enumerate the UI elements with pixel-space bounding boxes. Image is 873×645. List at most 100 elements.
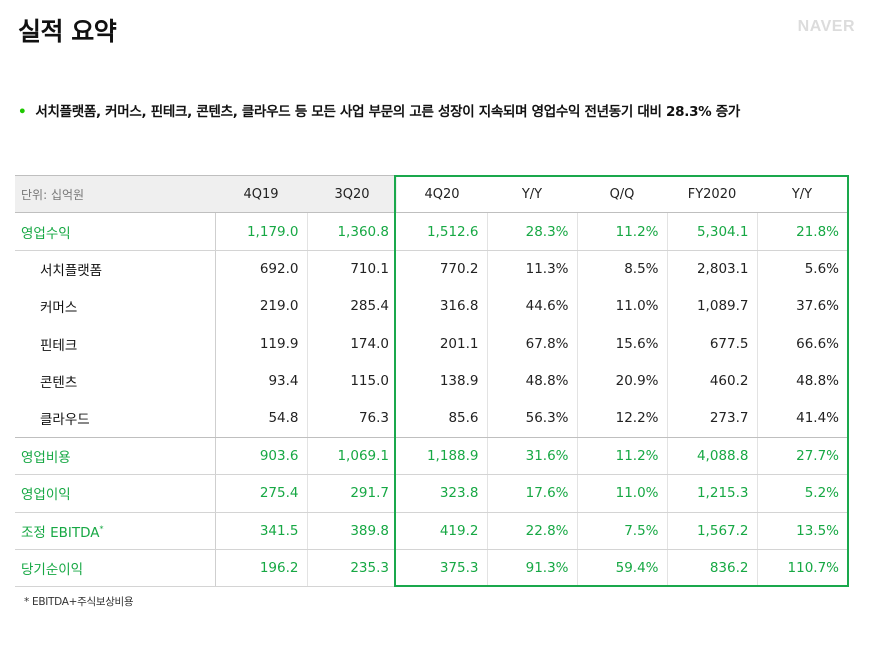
cell-fy-yy: 41.4% xyxy=(756,399,847,438)
cell-qq: 20.9% xyxy=(576,362,667,400)
cell-4q19: 219.0 xyxy=(214,287,307,326)
row-label: 콘텐츠 xyxy=(40,375,78,392)
cell-3q20: 115.0 xyxy=(306,362,397,400)
cell-3q20: 1,069.1 xyxy=(306,437,397,476)
cell-fy2020: 4,088.8 xyxy=(666,437,757,476)
row-label: 클라우드 xyxy=(15,399,215,438)
cell-3q20: 174.0 xyxy=(306,325,397,363)
col-header-fy2020: FY2020 xyxy=(667,174,757,214)
table-header-row: 단위: 십억원 4Q19 3Q20 4Q20 Y/Y Q/Q FY2020 Y/… xyxy=(15,174,847,214)
cell-yy: 56.3% xyxy=(486,399,577,438)
cell-4q19: 903.6 xyxy=(214,437,307,476)
cell-yy: 91.3% xyxy=(486,549,577,588)
cell-fy2020: 5,304.1 xyxy=(666,212,757,251)
cell-fy2020: 677.5 xyxy=(666,325,757,363)
row-label: 커머스 xyxy=(40,300,78,317)
cell-fy-yy: 21.8% xyxy=(756,212,847,251)
summary-bullet: • 서치플랫폼, 커머스, 핀테크, 콘텐츠, 클라우드 등 모든 사업 부문의 … xyxy=(18,100,740,120)
cell-4q20: 770.2 xyxy=(439,261,479,278)
cell-fy2020: 2,803.1 xyxy=(666,250,757,288)
cell-4q20: 201.1 xyxy=(439,335,479,352)
table-row-adjusted-ebitda: 조정 EBITDA* 341.5 389.8 419.2 22.8% 7.5% … xyxy=(15,512,847,550)
cell-fy-yy: 110.7% xyxy=(756,549,847,588)
footnote-marker: * xyxy=(99,524,104,534)
row-label-text: 조정 EBITDA xyxy=(21,524,100,541)
unit-label: 단위: 십억원 xyxy=(15,174,215,214)
cell-4q20: 138.9 xyxy=(439,373,479,390)
row-label: 핀테크 xyxy=(40,337,78,354)
cell-fy2020: 1,089.7 xyxy=(666,287,757,326)
cell-yy: 44.6% xyxy=(486,287,577,326)
cell-fy-yy: 5.2% xyxy=(756,474,847,513)
table-row-search-platform: 서치플랫폼 692.0 710.1 770.2 11.3% 8.5% 2,803… xyxy=(15,250,847,288)
page-title: 실적 요약 xyxy=(18,17,117,46)
col-header-3q20: 3Q20 xyxy=(307,174,397,214)
cell-qq: 15.6% xyxy=(576,325,667,363)
cell-3q20: 389.8 xyxy=(306,512,397,550)
cell-fy-yy: 48.8% xyxy=(756,362,847,400)
cell-4q20: 375.3 xyxy=(397,549,487,588)
table-row-operating-revenue: 영업수익 1,179.0 1,360.8 1,512.6 28.3% 11.2%… xyxy=(15,212,847,251)
cell-fy-yy: 27.7% xyxy=(756,437,847,476)
cell-fy-yy: 66.6% xyxy=(756,325,847,363)
cell-yy: 11.3% xyxy=(486,250,577,288)
col-header-yy: Y/Y xyxy=(487,174,577,214)
cell-3q20: 235.3 xyxy=(306,549,397,588)
cell-4q20: 1,188.9 xyxy=(397,437,487,476)
cell-4q19: 341.5 xyxy=(214,512,307,550)
cell-4q20: 85.6 xyxy=(397,399,487,438)
row-label: 서치플랫폼 xyxy=(40,263,103,280)
cell-4q20: 323.8 xyxy=(397,474,487,513)
cell-3q20: 291.7 xyxy=(306,474,397,513)
row-label: 조정 EBITDA* xyxy=(15,512,215,550)
cell-qq: 11.2% xyxy=(576,437,667,476)
table-row-cloud: 클라우드 54.8 76.3 85.6 56.3% 12.2% 273.7 41… xyxy=(15,399,847,438)
row-label: 영업비용 xyxy=(15,437,215,476)
cell-qq: 8.5% xyxy=(576,250,667,288)
cell-4q19: 54.8 xyxy=(214,399,307,438)
cell-fy2020: 1,567.2 xyxy=(666,512,757,550)
row-label: 영업이익 xyxy=(15,474,215,513)
cell-fy2020: 273.7 xyxy=(666,399,757,438)
cell-fy2020: 460.2 xyxy=(666,362,757,400)
cell-3q20: 285.4 xyxy=(306,287,397,326)
naver-logo: NAVER xyxy=(797,18,855,35)
cell-yy: 31.6% xyxy=(486,437,577,476)
cell-yy: 48.8% xyxy=(486,362,577,400)
footnote: * EBITDA+주식보상비용 xyxy=(24,596,134,608)
cell-3q20: 710.1 xyxy=(306,250,397,288)
summary-text: 서치플랫폼, 커머스, 핀테크, 콘텐츠, 클라우드 등 모든 사업 부문의 고… xyxy=(35,104,741,120)
table-row-commerce: 커머스 219.0 285.4 316.8 44.6% 11.0% 1,089.… xyxy=(15,287,847,326)
table-row-operating-profit: 영업이익 275.4 291.7 323.8 17.6% 11.0% 1,215… xyxy=(15,474,847,513)
cell-yy: 28.3% xyxy=(486,212,577,251)
cell-4q19: 692.0 xyxy=(214,250,307,288)
cell-qq: 59.4% xyxy=(576,549,667,588)
cell-fy2020: 836.2 xyxy=(666,549,757,588)
cell-4q20: 419.2 xyxy=(397,512,487,550)
col-header-4q20: 4Q20 xyxy=(397,174,487,214)
col-header-fy-yy: Y/Y xyxy=(757,174,847,214)
col-header-qq: Q/Q xyxy=(577,174,667,214)
cell-yy: 22.8% xyxy=(486,512,577,550)
cell-4q20: 1,512.6 xyxy=(397,212,487,251)
bullet-marker: • xyxy=(18,104,27,120)
row-label: 영업수익 xyxy=(15,212,215,251)
cell-fy2020: 1,215.3 xyxy=(666,474,757,513)
cell-qq: 11.0% xyxy=(576,474,667,513)
cell-fy-yy: 37.6% xyxy=(756,287,847,326)
cell-qq: 11.0% xyxy=(576,287,667,326)
cell-qq: 7.5% xyxy=(576,512,667,550)
cell-fy-yy: 13.5% xyxy=(756,512,847,550)
cell-4q19: 275.4 xyxy=(214,474,307,513)
row-label: 당기순이익 xyxy=(15,549,215,588)
cell-fy-yy: 5.6% xyxy=(756,250,847,288)
cell-qq: 12.2% xyxy=(576,399,667,438)
col-header-4q19: 4Q19 xyxy=(215,174,307,214)
cell-yy: 17.6% xyxy=(486,474,577,513)
table-row-contents: 콘텐츠 93.4 115.0 138.9 48.8% 20.9% 460.2 4… xyxy=(15,362,847,400)
table-row-operating-expenses: 영업비용 903.6 1,069.1 1,188.9 31.6% 11.2% 4… xyxy=(15,437,847,476)
cell-4q19: 196.2 xyxy=(214,549,307,588)
cell-4q19: 93.4 xyxy=(214,362,307,400)
cell-3q20: 76.3 xyxy=(306,399,397,438)
cell-4q20: 316.8 xyxy=(439,298,479,315)
